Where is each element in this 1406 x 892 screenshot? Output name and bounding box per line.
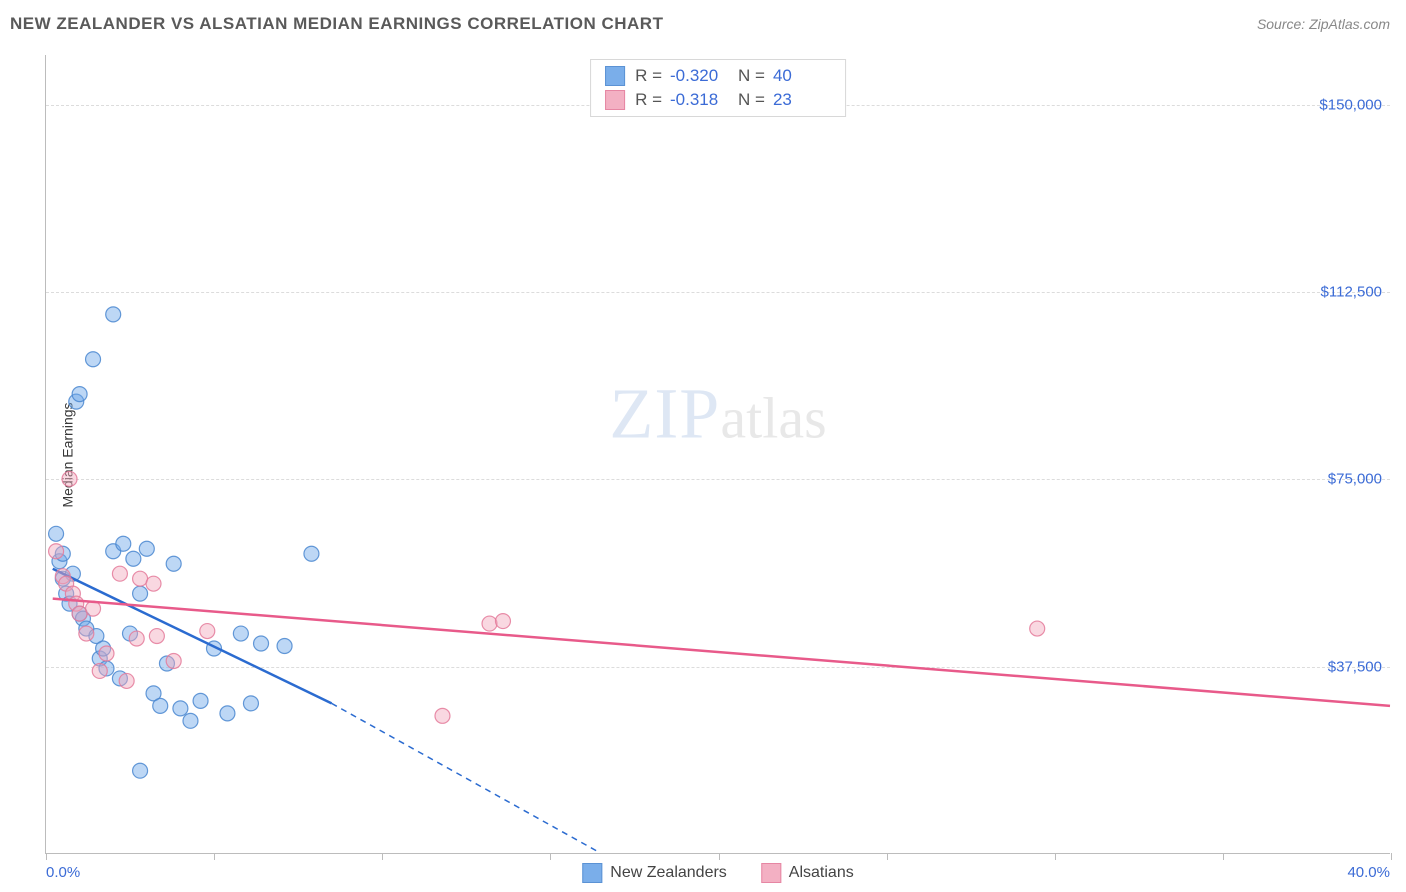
x-axis-max-label: 40.0% [1347,864,1390,881]
r-value-series2: -0.318 [670,90,728,110]
r-label: R = [635,66,662,86]
x-tick [382,853,383,860]
scatter-point [149,629,164,644]
scatter-point [495,614,510,629]
scatter-point [126,551,141,566]
scatter-point [277,639,292,654]
r-label: R = [635,90,662,110]
scatter-point [72,606,87,621]
plot-container: Median Earnings ZIPatlas $37,500$75,000$… [45,55,1390,854]
scatter-point [92,663,107,678]
scatter-svg [46,55,1390,853]
scatter-point [173,701,188,716]
scatter-point [86,352,101,367]
r-value-series1: -0.320 [670,66,728,86]
scatter-point [106,307,121,322]
x-axis-min-label: 0.0% [46,864,80,881]
scatter-point [119,673,134,688]
scatter-point [99,646,114,661]
n-value-series1: 40 [773,66,831,86]
scatter-point [133,571,148,586]
legend-row-series1: R = -0.320 N = 40 [605,66,831,86]
x-tick [1055,853,1056,860]
x-tick [887,853,888,860]
chart-title: NEW ZEALANDER VS ALSATIAN MEDIAN EARNING… [10,14,663,34]
scatter-point [133,763,148,778]
x-tick [719,853,720,860]
scatter-point [435,708,450,723]
plot-area: ZIPatlas $37,500$75,000$112,500$150,000 … [45,55,1390,854]
scatter-point [220,706,235,721]
scatter-point [166,653,181,668]
legend-swatch-series2-icon [761,863,781,883]
legend-row-series2: R = -0.318 N = 23 [605,90,831,110]
legend-swatch-series1-icon [582,863,602,883]
correlation-legend: R = -0.320 N = 40 R = -0.318 N = 23 [590,59,846,117]
scatter-point [146,576,161,591]
legend-swatch-series1 [605,66,625,86]
scatter-point [129,631,144,646]
scatter-point [304,546,319,561]
scatter-point [116,536,131,551]
scatter-point [166,556,181,571]
scatter-point [133,586,148,601]
x-tick [550,853,551,860]
scatter-point [79,626,94,641]
chart-header: NEW ZEALANDER VS ALSATIAN MEDIAN EARNING… [10,14,1390,34]
scatter-point [72,387,87,402]
scatter-point [49,544,64,559]
legend-swatch-series2 [605,90,625,110]
legend-item-series2: Alsatians [761,863,854,883]
scatter-point [183,713,198,728]
scatter-point [153,698,168,713]
n-label: N = [738,90,765,110]
source-label: Source: ZipAtlas.com [1257,16,1390,32]
scatter-point [62,471,77,486]
n-label: N = [738,66,765,86]
n-value-series2: 23 [773,90,831,110]
scatter-point [482,616,497,631]
x-tick [214,853,215,860]
series-legend: New Zealanders Alsatians [582,863,853,883]
legend-item-series1: New Zealanders [582,863,727,883]
scatter-point [200,624,215,639]
x-tick [1223,853,1224,860]
scatter-point [112,566,127,581]
x-tick [1391,853,1392,860]
legend-label-series1: New Zealanders [610,864,727,882]
scatter-point [139,541,154,556]
scatter-point [49,526,64,541]
scatter-point [233,626,248,641]
scatter-point [243,696,258,711]
trend-line-extrapolated [332,703,601,853]
scatter-point [1030,621,1045,636]
scatter-point [254,636,269,651]
legend-label-series2: Alsatians [789,864,854,882]
trend-line [53,599,1390,706]
x-tick [46,853,47,860]
scatter-point [193,693,208,708]
